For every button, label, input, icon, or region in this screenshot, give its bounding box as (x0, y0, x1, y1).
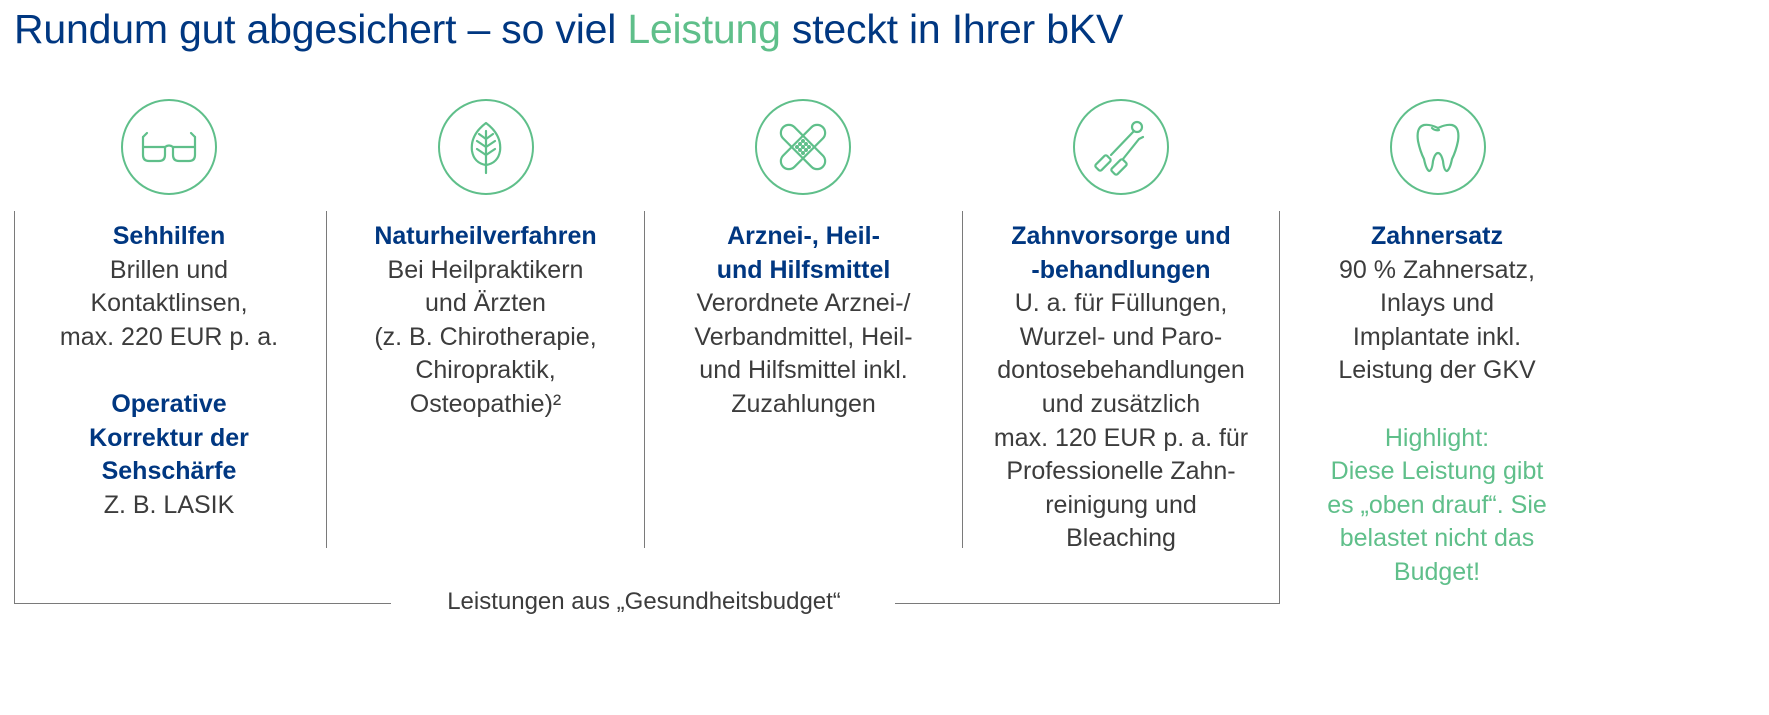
column-arznei: Arznei-, Heil- und Hilfsmittel Verordnet… (646, 220, 961, 422)
line: Z. B. LASIK (103, 490, 235, 519)
heading-operative: Korrektur der (89, 423, 249, 452)
spacer (14, 354, 324, 388)
column-naturheilverfahren: Naturheilverfahren Bei Heilpraktikern un… (328, 220, 643, 422)
divider (644, 211, 645, 548)
highlight-text: es „oben drauf“. Sie (1327, 490, 1547, 519)
line: max. 220 EUR p. a. (59, 322, 279, 351)
line: Chiropraktik, (415, 356, 556, 385)
heading-operative: Sehschärfe (101, 457, 237, 486)
highlight-text: Budget! (1393, 557, 1481, 586)
bandage-icon (755, 99, 851, 195)
line: Kontaktlinsen, (90, 289, 248, 318)
glasses-icon (121, 99, 217, 195)
heading-zahnvorsorge: -behandlungen (1031, 255, 1211, 284)
line: U. a. für Füllungen, (1014, 289, 1228, 318)
line: Verbandmittel, Heil- (694, 322, 913, 351)
highlight-text: Diese Leistung gibt (1330, 457, 1544, 486)
heading-zahnvorsorge: Zahnvorsorge und (1011, 222, 1231, 250)
line: Bei Heilpraktikern (387, 255, 584, 284)
line: Leistung der GKV (1338, 356, 1536, 385)
column-zahnersatz: Zahnersatz 90 % Zahnersatz, Inlays und I… (1284, 220, 1590, 590)
leaf-icon (438, 99, 534, 195)
line: Implantate inkl. (1352, 322, 1522, 351)
highlight-text: belastet nicht das (1339, 524, 1535, 553)
line: reinigung und (1045, 490, 1197, 519)
divider (962, 211, 963, 548)
line: und Hilfsmittel inkl. (699, 356, 908, 385)
bracket-right (1279, 211, 1280, 604)
tooth-icon (1390, 99, 1486, 195)
budget-label: Leistungen aus „Gesundheitsbudget“ (447, 588, 841, 615)
bracket-bottom-left (14, 603, 391, 604)
title-part2: steckt in Ihrer bKV (780, 6, 1124, 52)
heading-sehhilfen: Sehhilfen (112, 222, 226, 250)
title-part1: Rundum gut abgesichert – so viel (14, 6, 628, 52)
column-zahnvorsorge: Zahnvorsorge und -behandlungen U. a. für… (964, 220, 1278, 556)
line: Bleaching (1066, 524, 1176, 553)
line: (z. B. Chirotherapie, (374, 322, 597, 351)
column-sehhilfen: Sehhilfen Brillen und Kontaktlinsen, max… (14, 220, 324, 522)
line: und zusätzlich (1041, 389, 1201, 418)
heading-arznei: Arznei-, Heil- (727, 222, 880, 250)
divider (326, 211, 327, 548)
line: Wurzel- und Paro- (1019, 322, 1223, 351)
heading-naturheilverfahren: Naturheilverfahren (374, 222, 597, 250)
line: Brillen und (109, 255, 229, 284)
heading-arznei: und Hilfsmittel (716, 255, 891, 284)
heading-zahnersatz: Zahnersatz (1371, 222, 1503, 250)
highlight-text: Highlight: (1384, 423, 1490, 452)
line: 90 % Zahnersatz, (1339, 255, 1535, 284)
line: Osteopathie)² (409, 389, 562, 418)
dental-tools-icon (1073, 99, 1169, 195)
line: und Ärzten (425, 289, 546, 318)
line: Verordnete Arznei-/ (696, 289, 911, 318)
line: Inlays und (1380, 289, 1494, 318)
bracket-left (14, 211, 15, 604)
line: Professionelle Zahn- (1006, 457, 1236, 486)
line: Zuzahlungen (731, 389, 876, 418)
bracket-bottom-right (895, 603, 1280, 604)
title-highlight: Leistung (627, 6, 781, 52)
heading-operative: Operative (111, 389, 227, 418)
line: max. 120 EUR p. a. für (993, 423, 1249, 452)
spacer (1284, 388, 1590, 422)
page-title: Rundum gut abgesichert – so viel Leistun… (14, 6, 1123, 53)
line: dontosebehandlungen (997, 356, 1245, 385)
